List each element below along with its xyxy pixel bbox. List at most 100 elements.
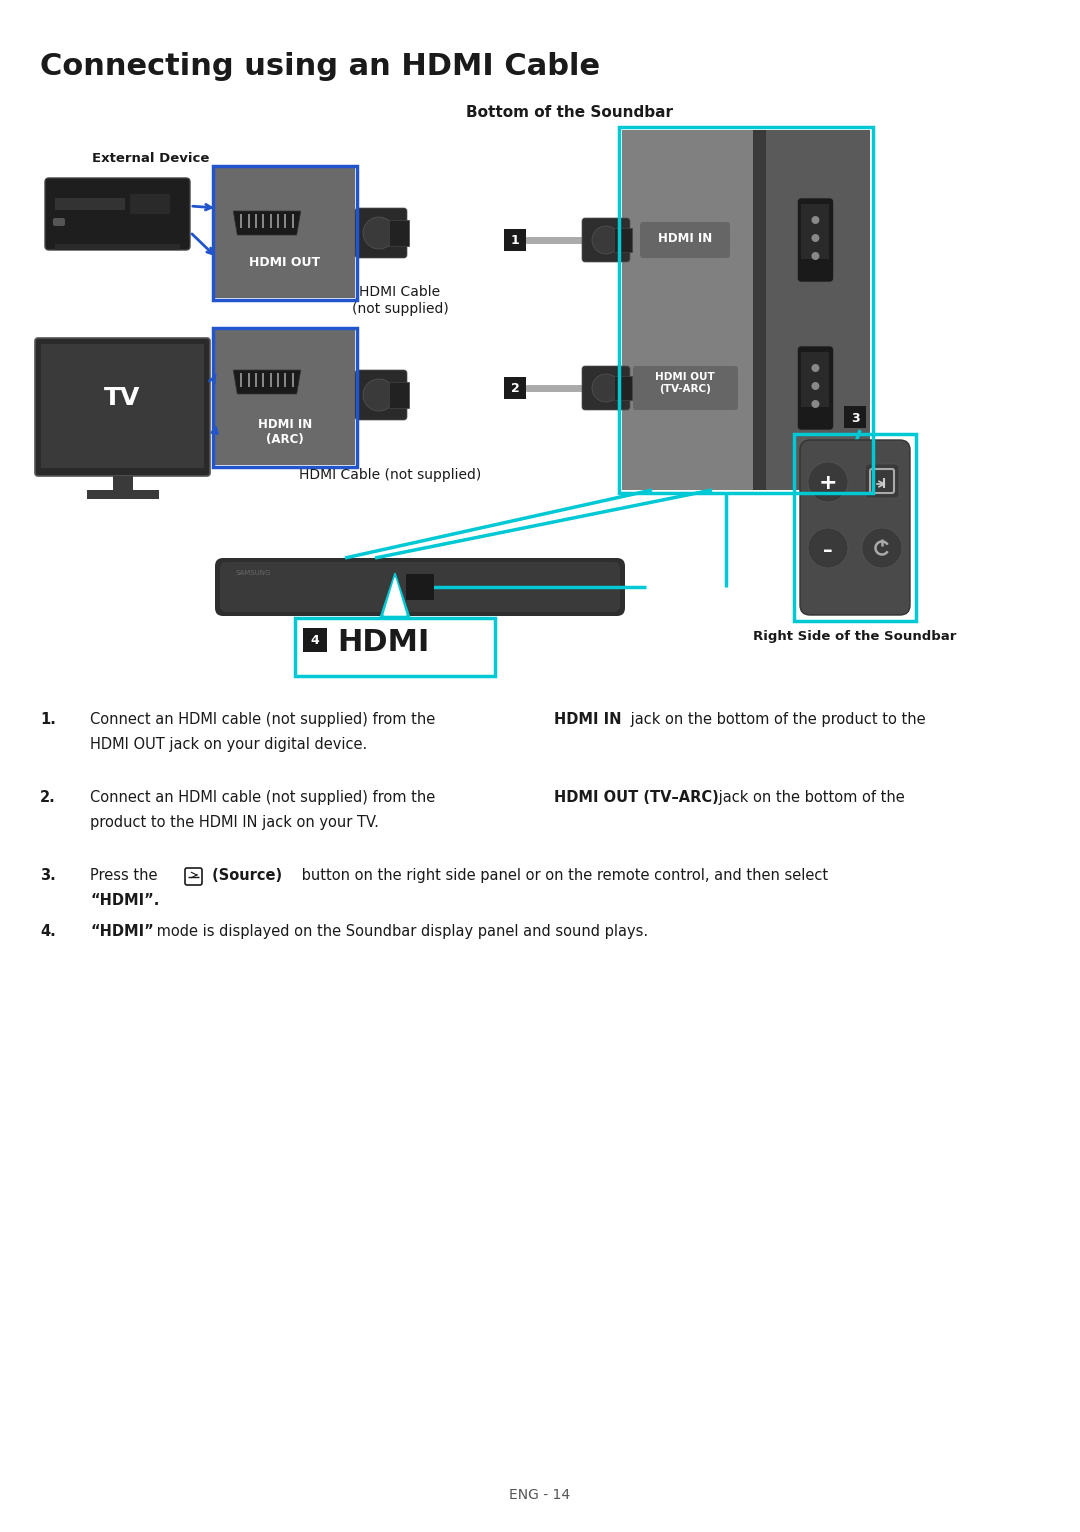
Text: HDMI: HDMI <box>337 628 430 657</box>
Circle shape <box>811 234 820 242</box>
Bar <box>262 214 265 228</box>
Bar <box>615 375 632 400</box>
Polygon shape <box>233 371 300 394</box>
Text: HDMI OUT
(TV-ARC): HDMI OUT (TV-ARC) <box>656 372 715 394</box>
Bar <box>303 628 327 653</box>
Bar <box>215 329 355 466</box>
Text: “HDMI”.: “HDMI”. <box>90 893 160 908</box>
Text: External Device: External Device <box>92 152 210 165</box>
Text: +: + <box>819 473 837 493</box>
FancyBboxPatch shape <box>53 218 65 227</box>
Bar <box>389 221 409 247</box>
Text: Connect an HDMI cable (not supplied) from the: Connect an HDMI cable (not supplied) fro… <box>90 712 440 728</box>
Polygon shape <box>233 211 300 234</box>
FancyBboxPatch shape <box>797 346 834 430</box>
Text: (Source): (Source) <box>207 869 282 882</box>
Circle shape <box>811 400 820 408</box>
Text: TV: TV <box>105 386 140 411</box>
Bar <box>247 372 249 388</box>
Bar <box>794 434 916 620</box>
Text: “HDMI”: “HDMI” <box>90 924 153 939</box>
Bar <box>754 130 766 490</box>
Bar <box>504 228 526 251</box>
Text: 1: 1 <box>511 234 519 248</box>
Bar <box>112 476 133 492</box>
Text: button on the right side panel or on the remote control, and then select: button on the right side panel or on the… <box>297 869 828 882</box>
Circle shape <box>363 378 395 411</box>
Text: (not supplied): (not supplied) <box>352 302 448 316</box>
Text: 2: 2 <box>511 383 519 395</box>
Bar <box>292 214 294 228</box>
Text: mode is displayed on the Soundbar display panel and sound plays.: mode is displayed on the Soundbar displa… <box>152 924 648 939</box>
FancyBboxPatch shape <box>865 464 899 498</box>
FancyBboxPatch shape <box>800 440 910 614</box>
Circle shape <box>592 374 620 401</box>
Text: Right Side of the Soundbar: Right Side of the Soundbar <box>754 630 957 643</box>
Text: 4.: 4. <box>40 924 56 939</box>
Bar <box>276 372 279 388</box>
Text: SAMSUNG: SAMSUNG <box>235 570 270 576</box>
Text: HDMI Cable: HDMI Cable <box>360 285 441 299</box>
Text: HDMI IN: HDMI IN <box>658 231 712 245</box>
Text: Press the: Press the <box>90 869 162 882</box>
Bar <box>213 328 357 467</box>
Bar <box>292 372 294 388</box>
Text: –: – <box>823 541 833 561</box>
Text: ENG - 14: ENG - 14 <box>510 1488 570 1501</box>
Bar <box>55 198 125 210</box>
FancyBboxPatch shape <box>35 339 210 476</box>
Bar <box>284 214 286 228</box>
Bar <box>255 214 257 228</box>
Bar <box>622 130 758 490</box>
Polygon shape <box>384 578 406 614</box>
Circle shape <box>363 218 395 250</box>
Bar <box>213 165 357 300</box>
Text: Bottom of the Soundbar: Bottom of the Soundbar <box>467 106 674 119</box>
Bar <box>619 127 873 493</box>
Circle shape <box>811 365 820 372</box>
Text: jack on the bottom of the: jack on the bottom of the <box>714 791 905 804</box>
Circle shape <box>862 529 902 568</box>
Text: 3.: 3. <box>40 869 56 882</box>
Bar <box>389 381 409 408</box>
Text: HDMI IN: HDMI IN <box>554 712 621 728</box>
Text: HDMI Cable (not supplied): HDMI Cable (not supplied) <box>299 467 481 483</box>
Bar <box>247 214 249 228</box>
Text: HDMI OUT: HDMI OUT <box>249 256 321 270</box>
Bar <box>241 372 242 388</box>
Circle shape <box>811 251 820 260</box>
Bar <box>843 406 866 427</box>
Circle shape <box>808 529 848 568</box>
Circle shape <box>811 381 820 391</box>
FancyBboxPatch shape <box>355 208 407 257</box>
FancyBboxPatch shape <box>633 366 738 411</box>
Bar <box>284 372 286 388</box>
Text: HDMI OUT (TV–ARC): HDMI OUT (TV–ARC) <box>554 791 719 804</box>
Bar <box>41 345 204 467</box>
FancyBboxPatch shape <box>215 558 625 616</box>
FancyBboxPatch shape <box>220 562 620 611</box>
FancyBboxPatch shape <box>355 371 407 420</box>
Bar <box>758 130 870 490</box>
Bar <box>270 372 272 388</box>
Bar <box>406 574 434 601</box>
Text: 4: 4 <box>311 634 320 648</box>
Text: Connect an HDMI cable (not supplied) from the: Connect an HDMI cable (not supplied) fro… <box>90 791 440 804</box>
Bar <box>215 169 355 299</box>
FancyBboxPatch shape <box>45 178 190 250</box>
FancyBboxPatch shape <box>797 198 834 282</box>
Bar <box>262 372 265 388</box>
FancyBboxPatch shape <box>640 222 730 257</box>
Bar <box>241 214 242 228</box>
Bar <box>504 377 526 398</box>
Text: Connecting using an HDMI Cable: Connecting using an HDMI Cable <box>40 52 600 81</box>
Circle shape <box>808 463 848 502</box>
Bar <box>130 195 170 214</box>
Text: HDMI OUT jack on your digital device.: HDMI OUT jack on your digital device. <box>90 737 367 752</box>
Bar <box>86 490 159 499</box>
Text: product to the HDMI IN jack on your TV.: product to the HDMI IN jack on your TV. <box>90 815 379 830</box>
FancyBboxPatch shape <box>582 218 630 262</box>
Text: jack on the bottom of the product to the: jack on the bottom of the product to the <box>626 712 926 728</box>
Bar <box>801 352 829 408</box>
Bar <box>615 228 632 251</box>
